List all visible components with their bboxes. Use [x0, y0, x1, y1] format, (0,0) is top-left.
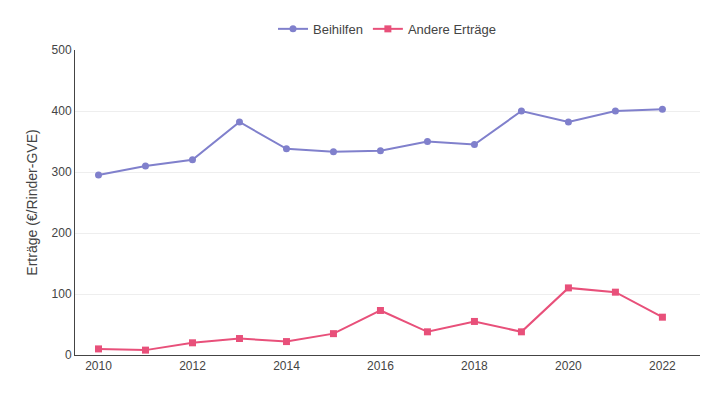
svg-text:400: 400 [52, 104, 72, 118]
svg-text:Erträge (€/Rinder-GVE): Erträge (€/Rinder-GVE) [24, 129, 40, 275]
svg-text:200: 200 [52, 226, 72, 240]
svg-text:Beihilfen: Beihilfen [313, 22, 363, 37]
svg-text:2014: 2014 [273, 359, 300, 373]
svg-text:Andere Erträge: Andere Erträge [408, 22, 496, 37]
svg-text:0: 0 [65, 348, 72, 362]
svg-text:2010: 2010 [85, 359, 112, 373]
svg-text:2022: 2022 [649, 359, 676, 373]
svg-text:2018: 2018 [461, 359, 488, 373]
svg-text:100: 100 [52, 287, 72, 301]
svg-text:500: 500 [52, 43, 72, 57]
svg-text:300: 300 [52, 165, 72, 179]
svg-text:2012: 2012 [179, 359, 206, 373]
svg-text:2020: 2020 [555, 359, 582, 373]
svg-text:2016: 2016 [367, 359, 394, 373]
